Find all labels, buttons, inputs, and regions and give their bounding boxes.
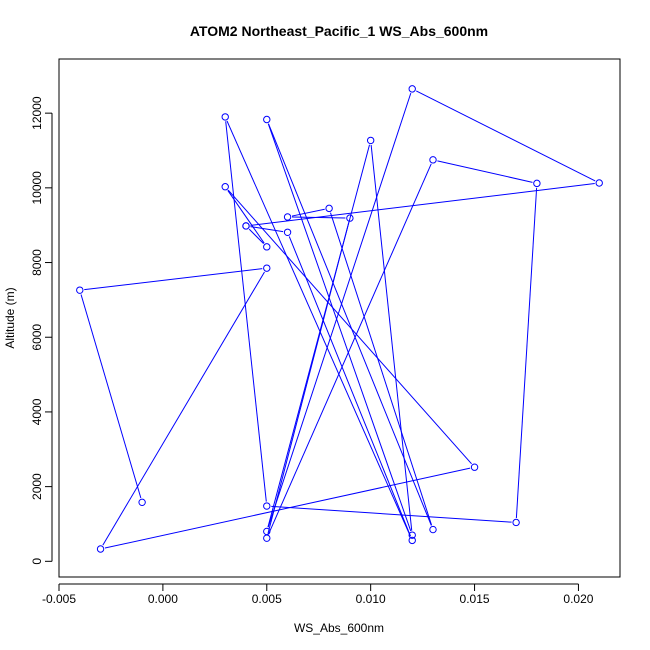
series-line-segment xyxy=(226,120,411,537)
y-tick-label: 10000 xyxy=(30,171,44,205)
x-tick-label: -0.005 xyxy=(42,592,76,606)
y-tick-label: 0 xyxy=(30,558,44,565)
plot-frame xyxy=(58,58,621,578)
series-line-segment xyxy=(225,121,267,502)
data-point xyxy=(283,228,292,236)
series-line-segment xyxy=(268,123,432,526)
chart-title: ATOM2 Northeast_Pacific_1 WS_Abs_600nm xyxy=(190,23,488,39)
series-line-segment xyxy=(416,90,596,182)
data-point xyxy=(221,183,229,191)
data-point xyxy=(263,527,271,536)
series-line-segment xyxy=(227,190,265,244)
series-line-segment xyxy=(104,467,471,549)
series-line-segment xyxy=(267,144,370,528)
data-point xyxy=(325,204,333,213)
x-axis: -0.005 0.000 0.005 0.010 0.015 0.020 xyxy=(42,583,594,606)
data-point xyxy=(533,179,541,188)
data-point xyxy=(263,243,271,251)
x-tick-label: 0.000 xyxy=(148,592,178,606)
data-point xyxy=(429,156,437,164)
data-point xyxy=(263,264,271,272)
series-line-segment xyxy=(84,268,263,291)
series-line-segment xyxy=(102,271,265,546)
y-tick-label: 12000 xyxy=(30,96,44,130)
data-point xyxy=(242,222,250,230)
series-line-segment xyxy=(437,160,533,183)
y-tick-label: 4000 xyxy=(30,398,44,425)
data-point xyxy=(366,136,375,145)
series-line-segment xyxy=(250,226,284,233)
data-point xyxy=(263,502,271,510)
data-point xyxy=(429,525,437,534)
series-line-segment xyxy=(370,144,413,531)
data-point xyxy=(595,179,603,187)
series-line-segment xyxy=(80,294,142,499)
data-point xyxy=(263,534,271,542)
data-point xyxy=(96,545,105,553)
data-point xyxy=(408,536,416,545)
series-line-segment xyxy=(267,123,412,532)
data-point xyxy=(470,463,479,471)
data-point xyxy=(346,214,354,222)
series-line-segment xyxy=(248,228,264,245)
x-axis-label: WS_Abs_600nm xyxy=(294,621,384,635)
series-line-segment xyxy=(268,163,432,535)
x-tick-label: 0.020 xyxy=(563,592,593,606)
data-point xyxy=(512,518,520,527)
series-line-segment xyxy=(288,236,411,537)
y-tick-label: 2000 xyxy=(30,473,44,500)
x-tick-label: 0.015 xyxy=(460,592,490,606)
data-series xyxy=(76,85,603,553)
series-line-segment xyxy=(227,189,472,465)
data-point xyxy=(283,213,292,221)
data-point xyxy=(408,85,416,93)
series-line-segment xyxy=(267,92,412,528)
x-tick-label: 0.005 xyxy=(252,592,282,606)
y-axis: 0 2000 4000 6000 8000 10000 12000 xyxy=(30,96,53,565)
y-tick-label: 8000 xyxy=(30,249,44,276)
series-line-segment xyxy=(250,183,595,226)
series-line-segment xyxy=(515,187,538,519)
data-point xyxy=(221,113,229,121)
data-point xyxy=(138,498,146,507)
series-line-segment xyxy=(330,212,433,526)
y-tick-label: 6000 xyxy=(30,324,44,351)
data-point xyxy=(408,531,416,539)
series-line-segment xyxy=(271,505,512,523)
data-point xyxy=(263,115,271,124)
x-tick-label: 0.010 xyxy=(356,592,386,606)
y-axis-label: Altitude (m) xyxy=(3,287,17,348)
series-line-segment xyxy=(291,208,325,217)
data-point xyxy=(76,286,84,294)
